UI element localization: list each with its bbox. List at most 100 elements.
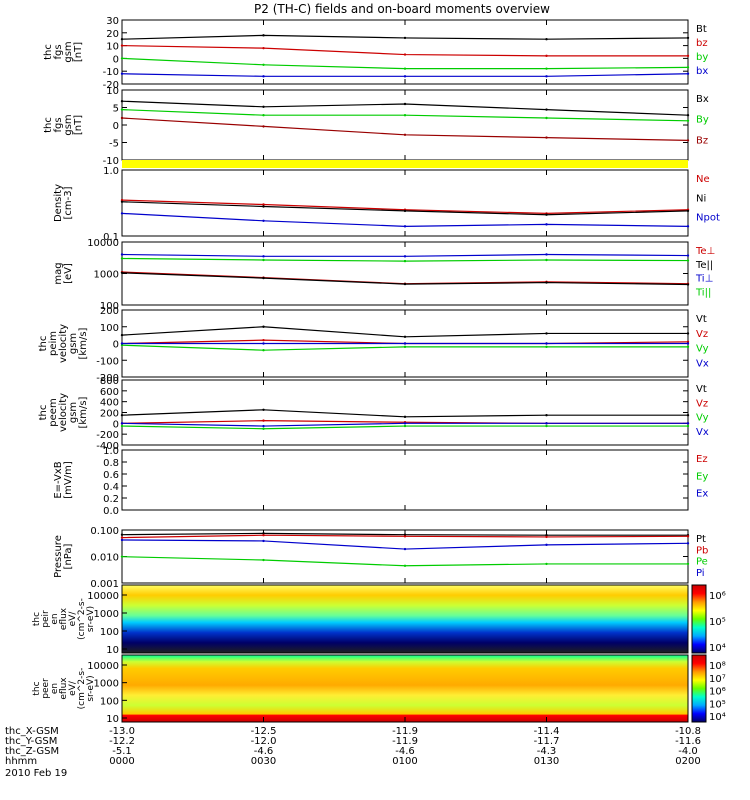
spectrogram-image — [121, 584, 689, 654]
footer-value: -4.6 — [395, 746, 415, 757]
data-point — [120, 253, 124, 256]
y-axis-label: velocity — [58, 393, 69, 432]
data-point — [120, 422, 124, 425]
data-point — [262, 63, 265, 66]
data-point — [403, 424, 407, 428]
footer-value: -10.8 — [675, 726, 701, 737]
data-point — [403, 547, 407, 551]
data-point — [545, 562, 548, 566]
data-point — [686, 414, 690, 417]
data-point — [403, 335, 407, 338]
legend-entry: Vx — [696, 358, 709, 369]
y-axis-label: [mV/m] — [63, 461, 74, 499]
y-tick-label: 0.1 — [103, 232, 119, 243]
y-tick-label: 10000 — [87, 238, 119, 249]
y-tick-label: 1.0 — [103, 446, 119, 457]
data-point — [120, 343, 124, 347]
data-point — [403, 75, 407, 78]
data-point — [403, 67, 407, 70]
data-point — [120, 538, 124, 542]
data-point — [686, 225, 690, 228]
data-point — [686, 542, 690, 545]
data-point — [262, 534, 265, 537]
data-point — [120, 333, 124, 337]
y-tick-label: 0.4 — [103, 482, 119, 493]
legend-entry: Bt — [696, 24, 707, 35]
data-point — [545, 75, 548, 78]
y-tick-label: 0 — [113, 340, 119, 351]
y-tick-label: -5 — [109, 139, 119, 150]
data-point — [262, 408, 265, 411]
data-point — [545, 54, 548, 58]
data-point — [686, 340, 690, 344]
panel-frame — [121, 241, 689, 306]
data-point — [120, 100, 124, 103]
data-point — [545, 345, 548, 349]
y-tick-label: -100 — [96, 356, 119, 367]
y-axis-label: E=-VxB — [53, 461, 64, 498]
y-axis-label: thc — [32, 681, 42, 695]
data-point — [686, 66, 690, 69]
y-tick-label: 0.2 — [103, 494, 119, 505]
y-axis-label: [nT] — [73, 115, 84, 135]
y-axis-label: [nPa] — [63, 543, 74, 569]
data-point — [545, 67, 548, 70]
data-point — [686, 259, 690, 262]
y-tick-label: -200 — [96, 373, 119, 384]
y-axis-label: (cm^2-s- — [77, 668, 87, 710]
y-tick-label: 0.100 — [90, 526, 119, 537]
y-axis-label: eflux — [59, 607, 69, 630]
colorbar-tick-label: 10⁴ — [709, 643, 726, 654]
y-axis-label: mag — [53, 262, 64, 284]
data-point — [120, 116, 124, 120]
flag-strip — [122, 160, 688, 168]
colorbar-tick-label: 10⁵ — [709, 617, 726, 628]
footer-value: -12.2 — [109, 736, 135, 747]
data-point — [403, 342, 407, 345]
legend-entry: Bz — [696, 135, 708, 146]
data-point — [262, 338, 265, 342]
y-axis-label: [km/s] — [78, 327, 89, 359]
footer-value: -12.0 — [251, 736, 277, 747]
footer-value: 0130 — [534, 756, 559, 767]
y-tick-label: -10 — [103, 156, 119, 167]
y-tick-label: 0 — [113, 121, 119, 132]
colorbar-tick-label: 10⁶ — [709, 687, 726, 698]
y-tick-label: -200 — [96, 430, 119, 441]
data-point — [686, 562, 690, 566]
data-point — [545, 213, 548, 216]
data-point — [545, 342, 548, 345]
y-axis-label: [km/s] — [78, 396, 89, 428]
y-axis-label: gsm — [68, 333, 79, 354]
data-point — [403, 114, 407, 117]
data-point — [262, 205, 265, 208]
legend-entry: Ne — [696, 174, 710, 185]
legend-entry: bx — [696, 66, 708, 77]
legend-entry: Vy — [696, 413, 709, 424]
y-tick-label: 0.010 — [90, 553, 119, 564]
footer-value: -11.4 — [534, 726, 560, 737]
y-axis-label: peer — [41, 678, 51, 699]
data-point — [262, 558, 265, 562]
data-point — [120, 72, 124, 75]
y-axis-label: sr-eV) — [86, 606, 96, 632]
data-point — [262, 342, 265, 345]
data-point — [403, 415, 407, 419]
legend-entry: Vt — [696, 384, 707, 395]
data-point — [686, 422, 690, 425]
data-point — [403, 345, 407, 349]
y-tick-label: 0.6 — [103, 470, 119, 481]
data-point — [545, 422, 548, 425]
legend-entry: Pe — [696, 557, 708, 568]
legend-entry: Vz — [696, 398, 708, 409]
y-tick-label: 600 — [100, 387, 119, 398]
legend-entry: Pt — [696, 534, 706, 545]
data-point — [403, 564, 407, 567]
y-axis-label: thc — [38, 405, 49, 421]
data-point — [686, 139, 690, 142]
data-point — [120, 414, 124, 417]
colorbar-tick-label: 10⁴ — [709, 712, 726, 723]
data-point — [686, 254, 690, 257]
data-point — [403, 255, 407, 258]
data-point — [686, 54, 690, 58]
